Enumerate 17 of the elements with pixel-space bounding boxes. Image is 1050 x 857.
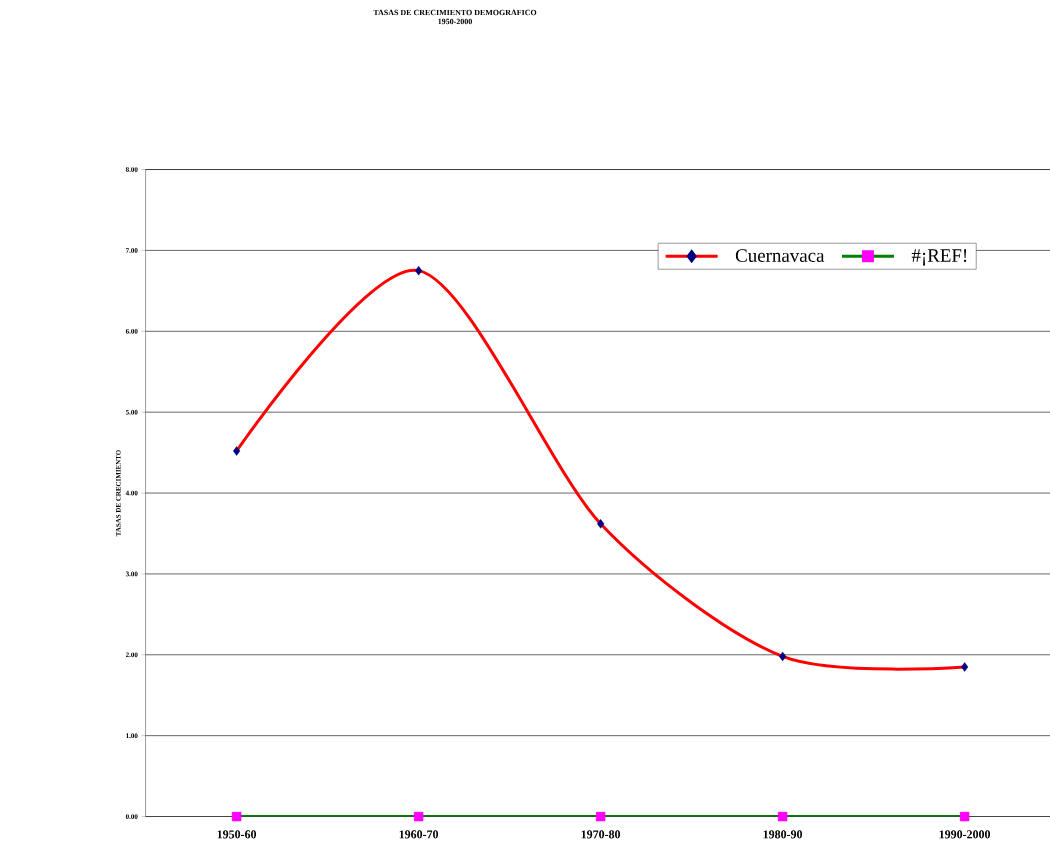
point bbox=[779, 651, 787, 662]
legend-label: Cuernavaca bbox=[735, 249, 825, 262]
x-tick-label: 1980-90 bbox=[763, 830, 803, 839]
legend-label: #¡REF! bbox=[911, 249, 967, 266]
point bbox=[959, 811, 970, 822]
point bbox=[231, 811, 242, 822]
x-tick-label: 1960-70 bbox=[399, 830, 439, 839]
point bbox=[961, 662, 969, 672]
point bbox=[595, 811, 606, 822]
point bbox=[597, 519, 605, 529]
x-tick-label: 1990-2000 bbox=[939, 830, 991, 839]
point bbox=[413, 811, 424, 822]
point bbox=[415, 265, 423, 276]
point bbox=[233, 446, 241, 456]
point bbox=[777, 811, 788, 822]
x-tick-label: 1950-60 bbox=[217, 830, 257, 839]
x-tick-label: 1970-80 bbox=[581, 830, 621, 839]
